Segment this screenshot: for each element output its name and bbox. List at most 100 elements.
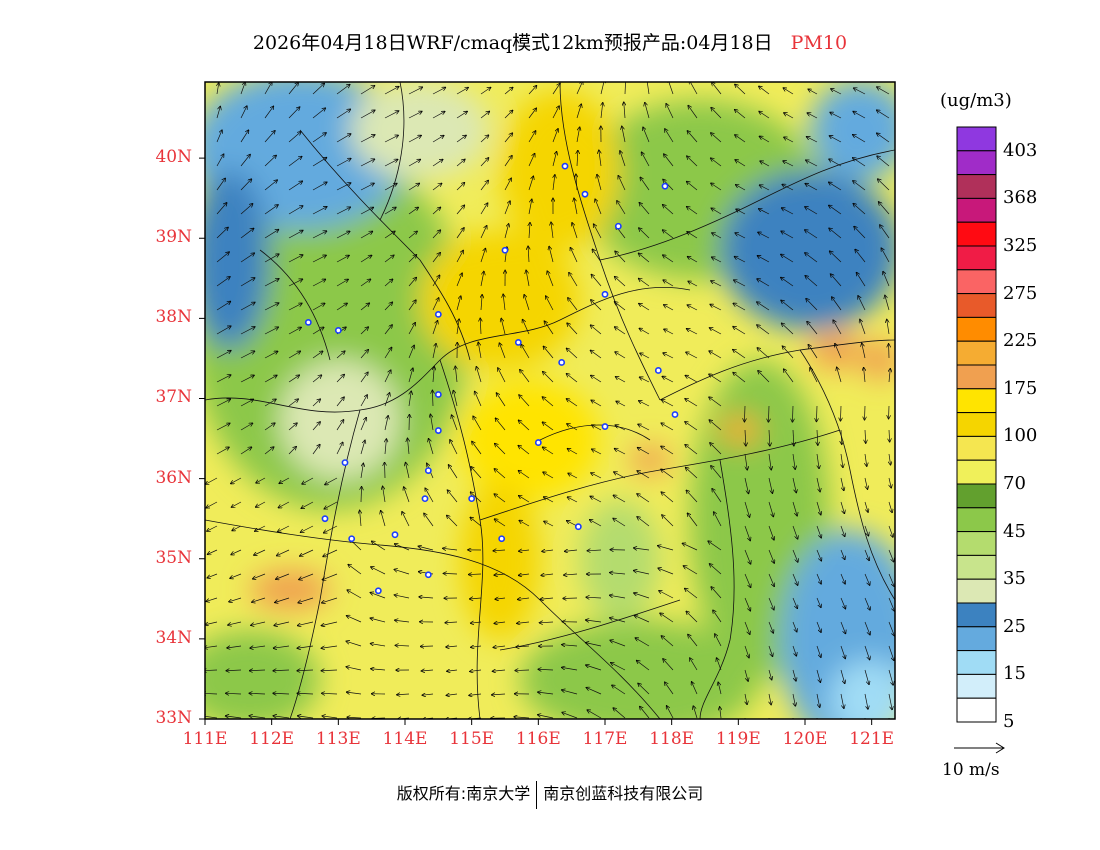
wind-arrow	[336, 183, 351, 191]
wind-arrow	[744, 501, 750, 517]
colorbar-swatch	[956, 269, 997, 295]
wind-arrow	[562, 667, 578, 671]
wind-arrow	[744, 525, 750, 541]
wind-arrow	[553, 175, 555, 191]
wind-arrow	[564, 574, 578, 575]
wind-arrow	[448, 465, 458, 479]
colorbar-swatch	[956, 626, 997, 652]
wind-arrow	[336, 207, 350, 215]
wind-arrow	[347, 590, 362, 599]
wind-arrow	[663, 255, 674, 263]
lon-label-114E: 114E	[382, 729, 428, 749]
wind-arrow	[433, 367, 434, 383]
wind-arrow	[592, 449, 602, 455]
colorbar-label-35: 35	[1003, 568, 1026, 590]
wind-arrow	[805, 184, 818, 191]
wind-arrow	[769, 693, 771, 705]
field-patch-orange	[810, 330, 860, 370]
wind-arrow	[744, 549, 751, 564]
wind-arrow	[864, 549, 869, 560]
wind-arrow	[734, 280, 746, 287]
wind-arrow	[664, 329, 674, 335]
wind-arrow	[347, 717, 362, 718]
wind-arrow	[447, 670, 458, 671]
wind-arrow	[404, 487, 410, 503]
wind-arrow	[321, 670, 338, 671]
wind-arrow	[853, 181, 866, 191]
wind-arrow	[302, 477, 314, 484]
wind-arrow	[264, 279, 279, 287]
wind-arrow	[452, 415, 458, 431]
wind-arrow	[360, 372, 368, 383]
wind-arrow	[384, 231, 395, 239]
wind-arrow	[371, 669, 386, 670]
colorbar-swatch	[956, 364, 997, 390]
wind-arrow	[586, 597, 602, 598]
wind-arrow	[544, 497, 554, 503]
wind-arrow	[829, 205, 842, 215]
wind-arrow	[519, 395, 530, 407]
wind-arrow	[840, 573, 845, 584]
field-patch-yellow	[460, 380, 600, 500]
wind-arrow	[456, 135, 466, 143]
colorbar-swatch	[956, 602, 997, 628]
wind-arrow	[877, 110, 890, 119]
wind-arrow	[662, 515, 674, 527]
wind-arrow	[408, 135, 421, 143]
wind-arrow	[542, 550, 554, 551]
wind-arrow	[757, 279, 770, 287]
wind-arrow	[665, 682, 674, 695]
wind-arrow	[408, 207, 418, 215]
wind-arrow	[453, 390, 458, 407]
wind-arrow	[312, 158, 327, 167]
wind-arrow	[816, 669, 820, 682]
wind-arrow	[663, 353, 674, 359]
wind-arrow	[640, 177, 650, 191]
wind-arrow	[409, 391, 411, 407]
wind-arrow	[757, 256, 770, 263]
wind-arrow	[552, 152, 557, 167]
wind-arrow	[686, 467, 698, 479]
wind-arrow	[760, 185, 770, 191]
wind-arrow	[840, 645, 845, 659]
wind-arrow	[360, 183, 374, 191]
wind-arrow	[568, 473, 578, 479]
wind-arrow	[552, 106, 559, 119]
wind-arrow	[432, 230, 440, 239]
wind-arrow	[231, 549, 242, 555]
wind-arrow	[456, 205, 464, 215]
wind-arrow	[639, 278, 650, 287]
wind-arrow	[663, 280, 674, 287]
wind-arrow	[408, 231, 417, 239]
wind-arrow	[757, 302, 770, 311]
wind-arrow	[336, 351, 345, 359]
wind-arrow	[855, 249, 866, 263]
copyright-org1: 南京大学	[466, 784, 531, 803]
wind-arrow	[470, 670, 482, 671]
wind-arrow	[662, 376, 674, 383]
pollutant-label: PM10	[790, 32, 848, 54]
lon-label-112E: 112E	[249, 729, 295, 749]
wind-arrow	[639, 228, 650, 239]
wind-arrow	[711, 466, 722, 479]
station-marker	[498, 535, 506, 543]
colorbar-label-45: 45	[1003, 520, 1026, 542]
wind-arrow	[613, 708, 626, 719]
wind-arrow	[864, 477, 868, 489]
wind-arrow	[760, 161, 770, 167]
wind-arrow	[544, 321, 554, 335]
station-marker	[614, 222, 622, 230]
wind-arrow	[543, 472, 554, 479]
wind-arrow	[254, 549, 266, 555]
wind-arrow	[494, 469, 506, 479]
wind-arrow	[447, 515, 458, 527]
wind-arrow	[888, 645, 894, 660]
wind-arrow	[384, 159, 398, 167]
wind-arrow	[408, 345, 414, 359]
wind-arrow	[569, 273, 578, 287]
wind-arrow	[252, 597, 266, 602]
wind-arrow	[471, 646, 482, 647]
station-marker	[671, 411, 679, 418]
wind-arrow	[336, 255, 349, 263]
wind-arrow	[472, 442, 482, 455]
